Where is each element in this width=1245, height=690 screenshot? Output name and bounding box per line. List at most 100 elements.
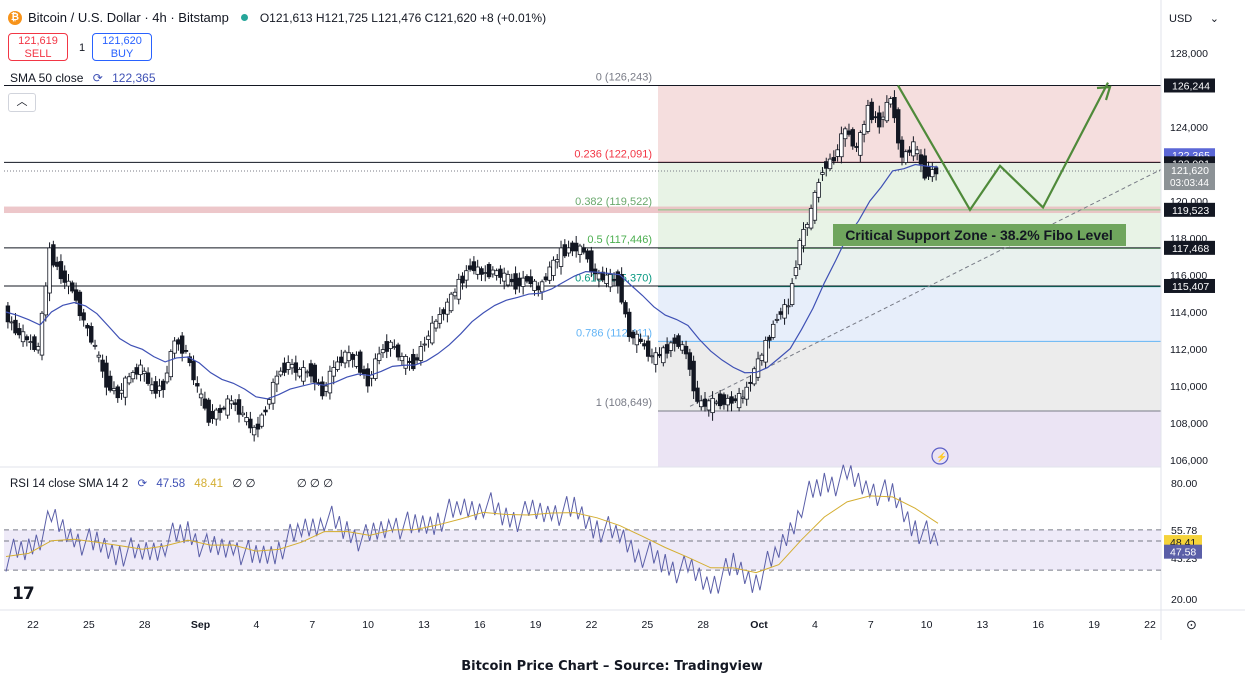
candle-body xyxy=(630,331,636,339)
candle-body xyxy=(20,331,26,343)
price-tick-label: 108,000 xyxy=(1170,418,1208,430)
candle-body xyxy=(263,409,268,413)
candle-body xyxy=(539,281,545,293)
collapse-legend-button[interactable]: ︿ xyxy=(8,93,36,112)
rsi-value-badge-value: 47.58 xyxy=(1170,547,1196,559)
currency-select[interactable]: USD ⌄ xyxy=(1165,8,1219,30)
candle-body xyxy=(191,360,196,381)
price-tick-label: 112,000 xyxy=(1170,344,1207,356)
candle-body xyxy=(183,350,189,352)
candle-body xyxy=(892,97,897,119)
candle-body xyxy=(376,353,382,361)
tradingview-logo: 17 xyxy=(12,584,35,604)
candle-body xyxy=(517,277,522,287)
candle-body xyxy=(930,169,935,178)
candle-body xyxy=(233,402,238,405)
time-tick-label: Oct xyxy=(750,619,768,631)
candle-body xyxy=(13,319,18,334)
candle-body xyxy=(134,367,139,375)
candle-body xyxy=(695,387,700,402)
candle-body xyxy=(327,370,333,394)
candle-body xyxy=(623,302,628,315)
time-tick-label: 19 xyxy=(530,619,542,631)
fib-level-label: 0.382 (119,522) xyxy=(575,196,652,208)
symbol-title[interactable]: Bitcoin / U.S. Dollar · 4h · Bitstamp xyxy=(28,10,229,25)
candle-body xyxy=(687,352,693,370)
candle-body xyxy=(17,328,22,336)
candle-body xyxy=(933,167,939,175)
candle-body xyxy=(471,261,477,272)
rsi-label: RSI 14 close SMA 14 2 xyxy=(10,478,129,490)
candle-body xyxy=(528,276,533,285)
sell-button[interactable]: 121,619 SELL xyxy=(8,33,68,61)
candle-body xyxy=(403,356,408,369)
time-tick-label: 10 xyxy=(362,619,374,631)
candle-body xyxy=(240,412,245,416)
candle-body xyxy=(301,367,306,382)
candle-body xyxy=(100,359,105,372)
annotation-box xyxy=(833,224,1126,246)
candle-body xyxy=(502,272,507,282)
time-tick-label: 7 xyxy=(868,619,874,631)
time-tick-label: 22 xyxy=(27,619,39,631)
fib-zone xyxy=(658,286,1161,342)
candle-body xyxy=(486,263,492,278)
sma-label: SMA 50 close xyxy=(10,71,84,85)
settings-icon[interactable]: ⊙ xyxy=(1186,617,1197,632)
sma-legend[interactable]: SMA 50 close ⟳ 122,365 xyxy=(10,71,156,85)
candle-body xyxy=(880,116,886,120)
candle-body xyxy=(346,352,352,362)
candle-body xyxy=(657,353,662,357)
candle-body xyxy=(638,338,643,342)
candle-body xyxy=(236,399,242,415)
candle-body xyxy=(342,351,348,364)
candle-body xyxy=(736,393,742,409)
candle-body xyxy=(119,389,124,394)
candle-body xyxy=(62,270,67,283)
buy-button[interactable]: 121,620 BUY xyxy=(92,33,152,61)
candle-body xyxy=(808,208,814,229)
candle-body xyxy=(835,149,840,157)
candle-body xyxy=(214,409,219,420)
candle-body xyxy=(464,270,469,281)
candle-body xyxy=(433,320,439,329)
candle-body xyxy=(225,398,230,416)
buy-label: BUY xyxy=(110,48,134,60)
candle-body xyxy=(672,337,677,344)
candle-body xyxy=(805,224,810,229)
candle-body xyxy=(32,336,37,350)
refresh-icon[interactable]: ⟳ xyxy=(92,71,103,85)
candle-body xyxy=(111,388,117,392)
candle-body xyxy=(407,360,412,363)
candle-body xyxy=(437,314,442,324)
candle-body xyxy=(786,305,791,308)
fib-level-label: 0.618 (115,370) xyxy=(575,273,652,285)
sma-value: 122,365 xyxy=(112,71,156,85)
refresh-icon[interactable]: ⟳ xyxy=(137,478,148,490)
candle-body xyxy=(267,399,272,405)
candle-body xyxy=(475,266,480,275)
candle-body xyxy=(831,157,837,162)
candle-body xyxy=(619,274,624,303)
candle-body xyxy=(89,326,94,343)
candle-body xyxy=(850,129,855,147)
time-tick-label: 19 xyxy=(1088,619,1100,631)
projection-arrowhead xyxy=(1096,85,1112,101)
candle-body xyxy=(278,370,283,376)
candle-body xyxy=(448,293,454,312)
candle-body xyxy=(206,399,211,423)
lightning-glyph: ⚡ xyxy=(936,451,947,463)
candle-body xyxy=(877,112,882,128)
rsi-legend[interactable]: RSI 14 close SMA 14 2 ⟳ 47.58 48.41 ∅ ∅ … xyxy=(10,476,333,490)
candle-body xyxy=(789,283,795,305)
candle-body xyxy=(373,358,378,379)
rsi-tick-label: 20.00 xyxy=(1171,594,1197,606)
candle-body xyxy=(498,268,503,278)
candle-body xyxy=(293,362,299,373)
candle-body xyxy=(888,98,893,105)
candle-body xyxy=(494,270,499,276)
candle-body xyxy=(452,291,458,297)
candle-body xyxy=(509,278,514,283)
time-tick-label: 28 xyxy=(139,619,151,631)
